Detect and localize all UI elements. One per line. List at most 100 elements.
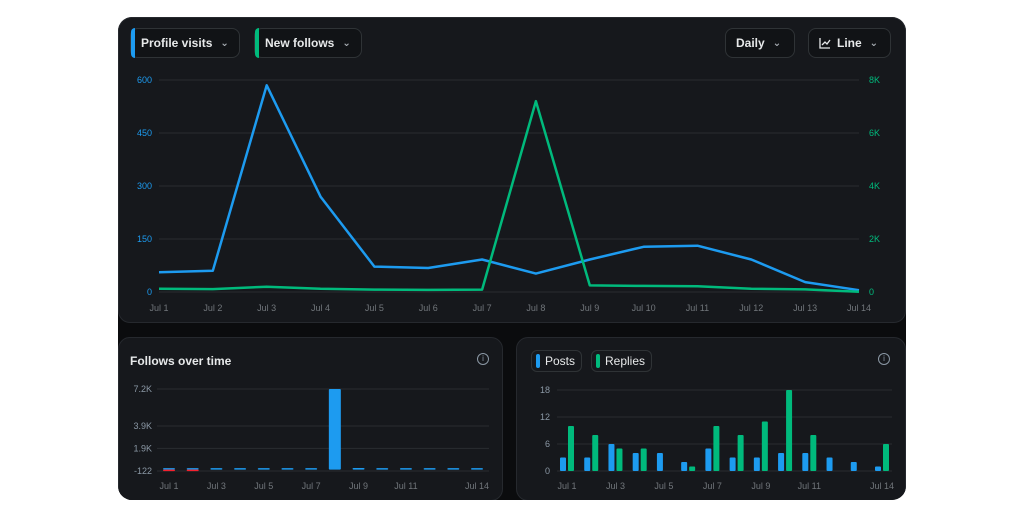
metric1-label: Profile visits xyxy=(141,36,213,50)
x-tick-label: Jul 6 xyxy=(419,303,438,313)
replies-bar xyxy=(640,448,647,471)
x-tick-label: Jul 13 xyxy=(793,303,817,313)
posts-bar xyxy=(560,457,566,471)
replies-bar xyxy=(810,435,817,471)
x-tick-label: Jul 3 xyxy=(257,303,276,313)
x-tick-label: Jul 5 xyxy=(365,303,384,313)
follows-bar xyxy=(257,468,270,470)
posts-replies-panel: Posts Replies i 0 6 12 18 Jul 1 Jul 3 Jul 5 Jul… xyxy=(516,337,906,500)
x-tick-label: Jul 12 xyxy=(739,303,763,313)
x-tick-label: Jul 9 xyxy=(349,481,368,491)
follows-bar-chart: -122 1.9K 3.9K 7.2K Jul 1 Jul 3 Jul 5 Jul 7 Jul … xyxy=(133,384,489,491)
posts-bar xyxy=(729,457,736,471)
follows-bar xyxy=(471,468,483,470)
y-right-tick-label: 8K xyxy=(869,75,880,85)
y-left-tick-label: 600 xyxy=(137,75,152,85)
y-right-tick-label: 6K xyxy=(869,128,880,138)
follows-bar xyxy=(234,468,247,470)
x-tick-label: Jul 3 xyxy=(207,481,226,491)
legend-posts[interactable]: Posts xyxy=(531,350,583,372)
y-tick-label: 0 xyxy=(545,466,550,476)
unfollows-bar xyxy=(163,469,175,472)
y-tick-label: -122 xyxy=(134,466,152,476)
y-left-tick-label: 300 xyxy=(137,181,152,191)
metric2-label: New follows xyxy=(265,36,335,50)
y-tick-label: 12 xyxy=(540,412,550,422)
replies-bar xyxy=(883,444,889,471)
posts-bar xyxy=(826,457,833,471)
y-tick-label: 6 xyxy=(545,439,550,449)
posts-bar xyxy=(656,453,663,471)
follows-bar xyxy=(447,468,460,470)
x-tick-label: Jul 8 xyxy=(526,303,545,313)
follows-panel: Follows over time i -122 1.9K 3.9K 7.2K Jul … xyxy=(118,337,503,500)
chart-type-label: Line xyxy=(837,36,862,50)
replies-bar xyxy=(713,426,720,471)
posts-swatch xyxy=(536,354,540,368)
y-tick-label: 7.2K xyxy=(133,384,152,394)
follows-bar xyxy=(210,468,223,470)
x-tick-label: Jul 11 xyxy=(798,481,821,491)
x-tick-label: Jul 1 xyxy=(557,481,576,491)
posts-bar xyxy=(753,457,760,471)
x-tick-label: Jul 14 xyxy=(465,481,489,491)
y-tick-label: 1.9K xyxy=(133,443,152,453)
follows-bar xyxy=(281,468,294,470)
replies-swatch xyxy=(596,354,600,368)
y-tick-label: 3.9K xyxy=(133,421,152,431)
follows-bar xyxy=(163,468,175,470)
interval-label: Daily xyxy=(736,36,765,50)
x-tick-label: Jul 11 xyxy=(686,303,709,313)
follows-bar xyxy=(186,468,199,470)
posts-bar xyxy=(802,453,809,471)
chevron-down-icon: ⌄ xyxy=(342,37,351,49)
legend-posts-label: Posts xyxy=(545,354,576,368)
posts-bar xyxy=(608,444,615,471)
profile-visits-line xyxy=(158,84,860,292)
chevron-down-icon: ⌄ xyxy=(220,37,229,49)
metric1-selector[interactable]: Profile visits ⌄ xyxy=(130,28,240,58)
interval-selector[interactable]: Daily ⌄ xyxy=(725,28,795,58)
chevron-down-icon: ⌄ xyxy=(772,37,782,49)
posts-bar xyxy=(584,457,591,471)
x-tick-label: Jul 14 xyxy=(870,481,894,491)
follows-bar xyxy=(423,468,436,470)
replies-bar xyxy=(568,426,574,471)
y-right-tick-label: 4K xyxy=(869,181,880,191)
x-tick-label: Jul 1 xyxy=(149,303,168,313)
legend-replies-label: Replies xyxy=(605,354,646,368)
posts-bar xyxy=(875,466,881,471)
x-tick-label: Jul 7 xyxy=(473,303,492,313)
x-tick-label: Jul 1 xyxy=(159,481,178,491)
analytics-frame: Profile visits ⌄ New follows ⌄ Daily ⌄ L… xyxy=(118,17,906,500)
x-tick-label: Jul 4 xyxy=(311,303,330,313)
x-tick-label: Jul 5 xyxy=(254,481,273,491)
follows-bar xyxy=(305,468,318,470)
replies-bar xyxy=(761,421,768,471)
new-follows-line xyxy=(158,99,860,293)
x-tick-label: Jul 7 xyxy=(302,481,321,491)
info-icon[interactable]: i xyxy=(878,353,890,365)
info-icon[interactable]: i xyxy=(477,353,489,365)
y-tick-label: 18 xyxy=(540,385,550,395)
follows-bar xyxy=(399,468,412,470)
replies-bar xyxy=(592,435,599,471)
replies-bar xyxy=(689,466,696,471)
x-tick-label: Jul 11 xyxy=(394,481,417,491)
x-tick-label: Jul 3 xyxy=(606,481,625,491)
posts-bar xyxy=(778,453,785,471)
posts-bar xyxy=(681,462,688,471)
metric2-color-bar xyxy=(255,28,259,58)
replies-bar xyxy=(786,390,793,471)
x-tick-label: Jul 10 xyxy=(632,303,656,313)
y-left-tick-label: 0 xyxy=(147,287,152,297)
x-tick-label: Jul 5 xyxy=(654,481,673,491)
main-line-chart: 0 150 300 450 600 0 2K 4K 6K 8K Jul 1 Jul 2 Jul 3 Jul… xyxy=(137,75,880,313)
x-tick-label: Jul 2 xyxy=(203,303,222,313)
legend-replies[interactable]: Replies xyxy=(591,350,653,372)
chart-type-selector[interactable]: Line ⌄ xyxy=(808,28,891,58)
line-chart-icon xyxy=(819,38,831,49)
x-tick-label: Jul 14 xyxy=(847,303,871,313)
posts-bar xyxy=(705,448,712,471)
metric2-selector[interactable]: New follows ⌄ xyxy=(254,28,362,58)
